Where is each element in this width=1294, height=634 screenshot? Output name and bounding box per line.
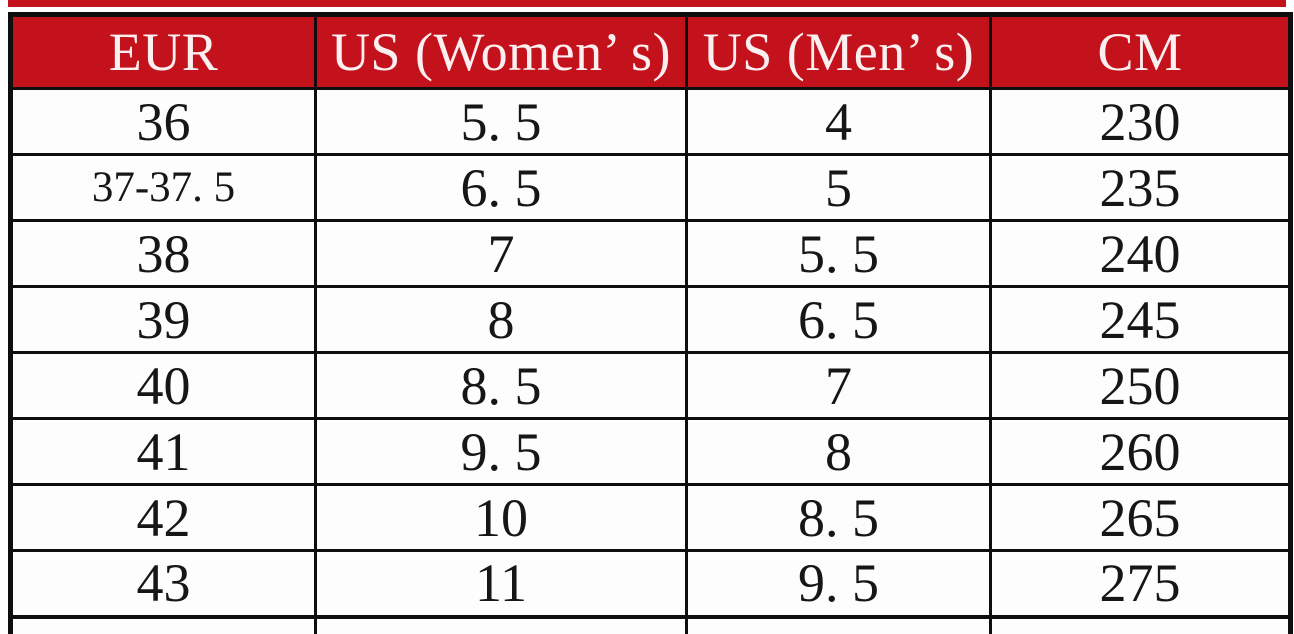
- cell: 43: [9, 549, 317, 618]
- cell: 9. 5: [685, 549, 992, 618]
- cell: 10: [314, 483, 688, 552]
- cell: 36: [9, 87, 317, 156]
- cell: 5. 5: [314, 87, 688, 156]
- cell: [989, 614, 1292, 634]
- cell: 8: [685, 417, 992, 486]
- cell: 42: [9, 483, 317, 552]
- header-row: EUR US (Women’ s) US (Men’ s) CM: [9, 13, 1292, 90]
- table-row: 41 9. 5 8 260: [9, 417, 1292, 486]
- table-row: 40 8. 5 7 250: [9, 351, 1292, 420]
- cell: 9. 5: [314, 417, 688, 486]
- table-header: EUR US (Women’ s) US (Men’ s) CM: [9, 13, 1292, 90]
- cell: 250: [989, 351, 1292, 420]
- cell: 235: [989, 153, 1292, 222]
- cell: 41: [9, 417, 317, 486]
- table-row: 38 7 5. 5 240: [9, 219, 1292, 288]
- cell: [9, 614, 317, 634]
- cell: 40: [9, 351, 317, 420]
- cell: 245: [989, 285, 1292, 354]
- cell: 39: [9, 285, 317, 354]
- cell: 8. 5: [314, 351, 688, 420]
- cell: 260: [989, 417, 1292, 486]
- table-row: 42 10 8. 5 265: [9, 483, 1292, 552]
- cell: 240: [989, 219, 1292, 288]
- table-row: 37-37. 5 6. 5 5 235: [9, 153, 1292, 222]
- top-red-strip: [8, 0, 1286, 7]
- cell: 8: [314, 285, 688, 354]
- size-chart-table: EUR US (Women’ s) US (Men’ s) CM 36 5. 5 4 230…: [8, 12, 1293, 634]
- cell: 5. 5: [685, 219, 992, 288]
- table-row: 43 11 9. 5 275: [9, 549, 1292, 618]
- cell: 4: [685, 87, 992, 156]
- cell: 265: [989, 483, 1292, 552]
- column-header: EUR: [9, 13, 317, 90]
- partial-row: [9, 614, 1292, 634]
- cell: 6. 5: [314, 153, 688, 222]
- table-row: 36 5. 5 4 230: [9, 87, 1292, 156]
- cell: [314, 614, 688, 634]
- cell: 37-37. 5: [9, 153, 317, 222]
- cell: 38: [9, 219, 317, 288]
- cell: [685, 614, 992, 634]
- table-row: 39 8 6. 5 245: [9, 285, 1292, 354]
- table-body: 36 5. 5 4 230 37-37. 5 6. 5 5 235 38 7 5. 5 240 39 8 6…: [9, 87, 1292, 634]
- cell: 275: [989, 549, 1292, 618]
- column-header: US (Men’ s): [685, 13, 992, 90]
- cell: 7: [685, 351, 992, 420]
- cell: 5: [685, 153, 992, 222]
- column-header: US (Women’ s): [314, 13, 688, 90]
- cell: 6. 5: [685, 285, 992, 354]
- cell: 11: [314, 549, 688, 618]
- column-header: CM: [989, 13, 1292, 90]
- cell: 8. 5: [685, 483, 992, 552]
- cell: 230: [989, 87, 1292, 156]
- cell: 7: [314, 219, 688, 288]
